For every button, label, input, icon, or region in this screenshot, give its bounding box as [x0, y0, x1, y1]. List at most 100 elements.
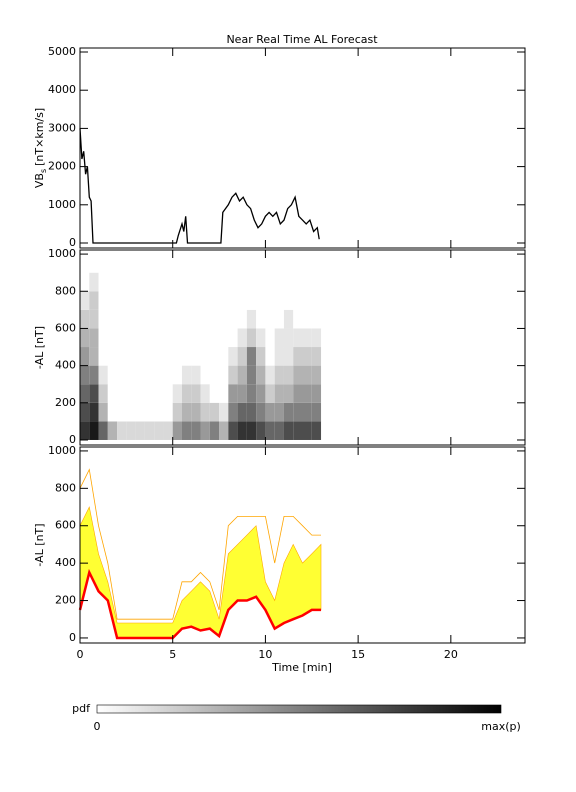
colorbar-max-label: max(p)	[481, 720, 521, 733]
heat-cell	[228, 402, 238, 422]
heat-cell	[181, 309, 192, 329]
heat-cell	[191, 291, 201, 310]
heat-cell	[126, 347, 136, 366]
heat-cell	[181, 402, 192, 422]
heat-cell	[302, 347, 312, 366]
heat-cell	[191, 402, 201, 422]
heat-cell	[191, 328, 201, 348]
heat-cell	[80, 347, 90, 366]
heat-cell	[209, 328, 220, 348]
heat-cell	[228, 309, 238, 329]
heat-cell	[107, 309, 118, 329]
y-tick-label: 800	[55, 481, 76, 494]
heat-cell	[117, 347, 127, 366]
heat-cell	[144, 421, 155, 440]
heat-cell	[89, 309, 99, 329]
heat-cell	[89, 291, 99, 310]
x-tick-label: 20	[444, 648, 458, 661]
heat-cell	[89, 384, 99, 403]
heat-cell	[117, 291, 127, 310]
heat-cell	[219, 347, 229, 366]
heat-cell	[283, 402, 294, 422]
heat-cell	[191, 421, 201, 440]
heat-cell	[154, 272, 164, 292]
heat-cell	[283, 347, 294, 366]
heat-cell	[89, 254, 99, 273]
y-tick-label: 400	[55, 359, 76, 372]
heat-cell	[80, 421, 90, 440]
y-tick-label: 3000	[48, 121, 76, 134]
heat-cell	[256, 365, 266, 385]
heat-cell	[89, 272, 99, 292]
heat-cell	[98, 291, 108, 310]
heat-cell	[191, 254, 201, 273]
heat-cell	[219, 309, 229, 329]
heat-cell	[200, 384, 210, 403]
heat-cell	[219, 291, 229, 310]
heat-cell	[219, 402, 229, 422]
heat-cell	[117, 421, 127, 440]
heat-cell	[256, 272, 266, 292]
heat-cell	[283, 421, 294, 440]
colorbar-label: pdf	[72, 702, 91, 715]
heat-cell	[154, 384, 164, 403]
heat-cell	[181, 384, 192, 403]
heat-cell	[265, 421, 275, 440]
heat-cell	[107, 291, 118, 310]
heat-cell	[219, 254, 229, 273]
heat-cell	[209, 421, 220, 440]
heat-cell	[293, 254, 303, 273]
heat-cell	[172, 309, 182, 329]
heat-cell	[135, 384, 145, 403]
heat-cell	[181, 421, 192, 440]
heat-cell	[228, 365, 238, 385]
heat-cell	[98, 328, 108, 348]
heat-cell	[126, 254, 136, 273]
heat-cell	[274, 347, 284, 366]
heat-cell	[144, 365, 155, 385]
y-tick-label: 600	[55, 321, 76, 334]
heat-cell	[256, 421, 266, 440]
y-tick-label: 1000	[48, 247, 76, 260]
y-axis-label: -AL [nT]	[33, 326, 46, 369]
heat-cell	[209, 291, 220, 310]
heat-cell	[126, 328, 136, 348]
heat-cell	[144, 347, 155, 366]
heat-cell	[163, 328, 173, 348]
heat-cell	[135, 272, 145, 292]
heat-cell	[283, 328, 294, 348]
max-line	[79, 468, 321, 620]
heat-cell	[265, 384, 275, 403]
heat-cell	[163, 402, 173, 422]
heat-cell	[163, 365, 173, 385]
y-label-unit: [nT×km/s]	[33, 108, 46, 166]
heat-cell	[163, 272, 173, 292]
heat-cell	[181, 254, 192, 273]
heat-cell	[181, 365, 192, 385]
heat-cell	[89, 328, 99, 348]
heat-cell	[219, 384, 229, 403]
heat-cell	[154, 365, 164, 385]
heat-cell	[117, 254, 127, 273]
heat-cell	[107, 384, 118, 403]
heat-cell	[246, 328, 257, 348]
heat-cell	[209, 365, 220, 385]
heat-cell	[200, 402, 210, 422]
y-label-sub: s	[39, 169, 48, 173]
heat-cell	[256, 309, 266, 329]
heat-cell	[98, 254, 108, 273]
median-line	[78, 568, 321, 640]
heat-cell	[311, 384, 322, 403]
heat-cell	[256, 402, 266, 422]
heat-cell	[80, 402, 90, 422]
heat-cell	[311, 309, 322, 329]
heat-cell	[181, 347, 192, 366]
heat-cell	[98, 384, 108, 403]
heat-cell	[293, 272, 303, 292]
heat-cell	[117, 402, 127, 422]
heat-cell	[98, 309, 108, 329]
heat-cell	[135, 328, 145, 348]
heat-cell	[89, 347, 99, 366]
heat-cell	[283, 254, 294, 273]
